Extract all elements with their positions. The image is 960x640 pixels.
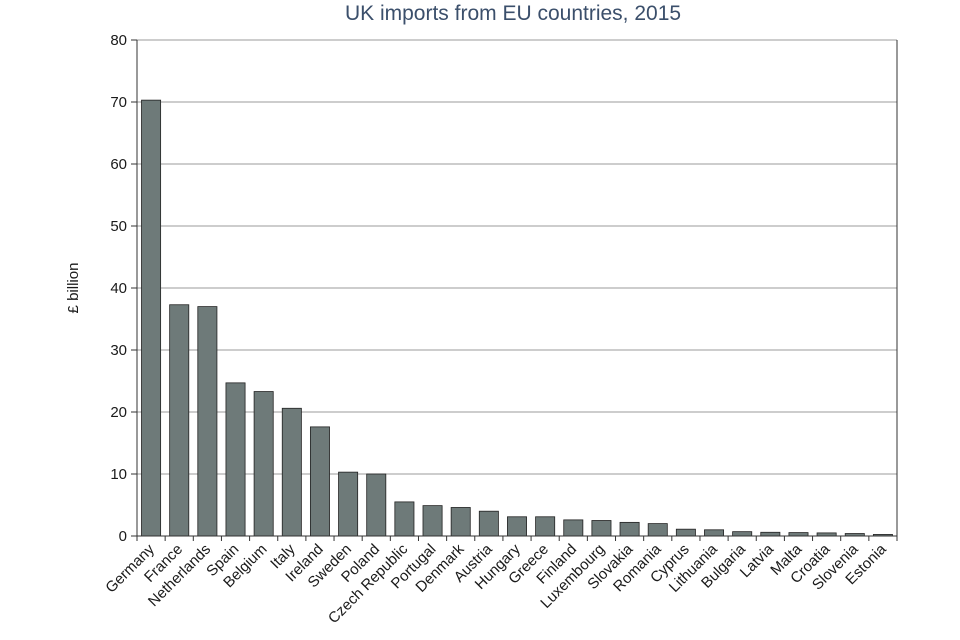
- y-tick-label: 0: [119, 528, 127, 545]
- bar-portugal: [422, 505, 443, 537]
- bar-denmark: [450, 507, 471, 537]
- bar-france: [169, 304, 190, 537]
- bar-netherlands: [197, 306, 218, 537]
- y-tick-label: 80: [110, 32, 127, 49]
- bar-bulgaria: [732, 531, 753, 537]
- bars: [141, 99, 893, 537]
- bar-slovakia: [619, 521, 640, 537]
- x-tick-labels: GermanyFranceNetherlandsSpainBelgiumItal…: [102, 540, 890, 627]
- chart-title: UK imports from EU countries, 2015: [345, 2, 681, 25]
- bar-cyprus: [675, 528, 696, 537]
- bar-austria: [478, 510, 499, 537]
- bar-italy: [281, 407, 302, 537]
- y-tick-label: 20: [110, 404, 127, 421]
- bar-ireland: [309, 426, 330, 537]
- bar-malta: [788, 532, 809, 537]
- bar-latvia: [760, 531, 781, 537]
- bar-spain: [225, 382, 246, 537]
- bar-finland: [563, 519, 584, 537]
- y-tick-label: 40: [110, 280, 127, 297]
- gridlines: [137, 39, 897, 475]
- y-tick-label: 30: [110, 342, 127, 359]
- y-tick-label: 50: [110, 218, 127, 235]
- y-tick-label: 10: [110, 466, 127, 483]
- bar-hungary: [507, 516, 527, 537]
- bar-poland: [366, 473, 387, 537]
- bar-sweden: [338, 471, 359, 537]
- bar-czech-republic: [394, 501, 415, 537]
- y-axis-label: £ billion: [65, 263, 82, 314]
- x-tick-label: Latvia: [737, 540, 778, 581]
- bar-luxembourg: [591, 520, 612, 537]
- bar-romania: [647, 523, 668, 537]
- axes: [131, 39, 898, 541]
- y-tick-label: 70: [110, 94, 127, 111]
- bar-belgium: [253, 391, 274, 537]
- y-tick-labels: 0 10 20 30 40 50 60 70 80: [110, 32, 127, 545]
- y-tick-label: 60: [110, 156, 127, 173]
- bar-lithuania: [704, 529, 725, 537]
- bar-greece: [535, 516, 556, 537]
- bar-germany: [141, 99, 162, 537]
